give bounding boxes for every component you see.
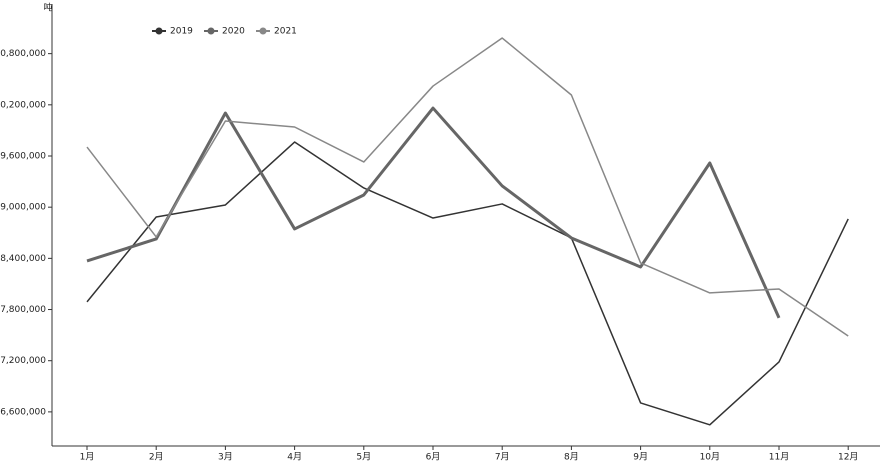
x-tick-label: 5月 [356, 452, 371, 463]
series-line [86, 37, 849, 337]
y-tick-label: 9,000,000 [0, 203, 46, 213]
y-tick-label: 7,800,000 [0, 305, 46, 315]
x-tick-label: 12月 [838, 452, 858, 463]
y-tick-label: 6,600,000 [0, 407, 46, 417]
series-line [86, 106, 781, 319]
legend-marker [259, 27, 267, 35]
x-tick-label: 2月 [149, 452, 164, 463]
legend-marker [155, 27, 163, 35]
x-tick-label: 4月 [287, 452, 302, 463]
x-tick-label: 7月 [495, 452, 510, 463]
legend-label: 2020 [222, 27, 245, 37]
x-tick-label: 6月 [426, 452, 441, 463]
series-line [86, 141, 849, 426]
x-tick-label: 10月 [700, 452, 720, 463]
y-tick-label: 8,400,000 [0, 254, 46, 264]
y-tick-label: 9,600,000 [0, 152, 46, 162]
y-tick-label: 7,200,000 [0, 356, 46, 366]
x-tick-label: 9月 [633, 452, 648, 463]
y-tick-label: 10,200,000 [0, 100, 46, 110]
legend-label: 2019 [170, 27, 193, 37]
x-tick-label: 1月 [80, 452, 95, 463]
x-tick-label: 11月 [769, 452, 789, 463]
y-axis-unit: 吨 [43, 2, 52, 14]
legend-label: 2021 [274, 27, 297, 37]
x-tick-label: 3月 [218, 452, 233, 463]
legend-marker [207, 27, 215, 35]
x-tick-label: 8月 [564, 452, 579, 463]
y-tick-label: 10,800,000 [0, 49, 46, 59]
